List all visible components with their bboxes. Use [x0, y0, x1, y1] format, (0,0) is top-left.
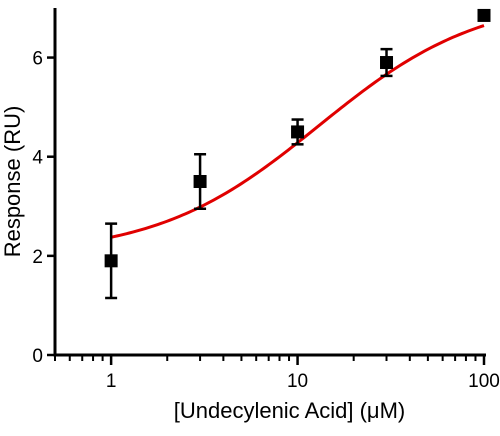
data-point: [104, 254, 118, 268]
data-points-layer: [104, 8, 491, 300]
y-tick-label: 0: [32, 346, 43, 367]
data-point: [291, 125, 305, 139]
axes-layer: [47, 8, 486, 365]
x-tick-label: 1: [106, 371, 117, 392]
data-point: [477, 8, 491, 22]
data-point: [193, 175, 207, 188]
x-tick-label: 10: [287, 371, 308, 392]
y-tick-label: 2: [32, 247, 43, 268]
y-axis-title: Response (RU): [0, 106, 25, 258]
data-point: [380, 56, 394, 70]
x-tick-label: 100: [468, 371, 500, 392]
y-tick-label: 4: [32, 148, 43, 169]
tick-labels-layer: 0 2 4 6 1 10 100: [32, 49, 499, 392]
y-tick-label: 6: [32, 49, 43, 70]
x-axis-title: [Undecylenic Acid] (μM): [174, 398, 406, 423]
